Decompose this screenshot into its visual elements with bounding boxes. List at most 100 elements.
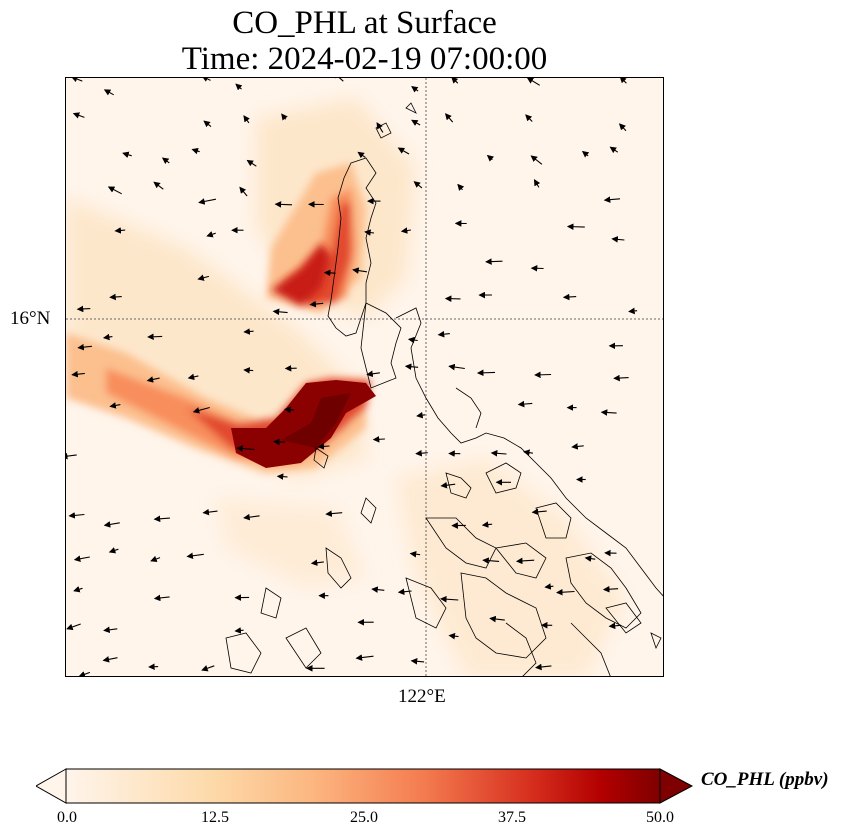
wind-arrow xyxy=(192,406,210,414)
wind-arrow xyxy=(325,510,343,517)
wind-arrow xyxy=(103,89,114,96)
wind-arrow xyxy=(103,521,120,528)
wind-arrow xyxy=(371,586,385,593)
wind-arrow xyxy=(357,151,366,159)
map-title-line-2: Time: 2024-02-19 07:00:00 xyxy=(181,41,548,77)
wind-arrow xyxy=(376,122,384,133)
wind-arrow xyxy=(202,508,218,516)
wind-arrow xyxy=(410,657,425,665)
wind-arrow xyxy=(243,513,260,521)
colorbar-max-extend xyxy=(659,768,694,804)
wind-arrow xyxy=(628,307,638,315)
wind-arrow xyxy=(482,557,500,564)
wind-arrow xyxy=(153,594,170,602)
colorbar-tick-label: 37.5 xyxy=(498,809,526,826)
wind-arrow xyxy=(531,508,547,516)
wind-arrow xyxy=(413,181,423,189)
wind-arrow xyxy=(122,151,132,158)
wind-arrow xyxy=(203,120,212,128)
wind-arrow xyxy=(76,305,91,313)
wind-arrow xyxy=(103,626,118,634)
wind-arrow xyxy=(73,555,90,562)
wind-arrow xyxy=(236,445,255,452)
wind-arrow xyxy=(476,369,496,377)
wind-arrow xyxy=(404,363,419,370)
latitude-label: 16°N xyxy=(10,308,51,329)
wind-arrow xyxy=(364,229,375,236)
colorbar-label: CO_PHL (ppbv) xyxy=(701,769,829,790)
wind-arrow xyxy=(437,330,450,338)
wind-arrow xyxy=(533,179,541,188)
wind-arrow xyxy=(352,267,367,274)
wind-arrow xyxy=(332,78,344,82)
wind-arrow xyxy=(448,632,459,640)
wind-arrow xyxy=(309,300,324,308)
co-concentration-field xyxy=(66,98,626,676)
wind-arrow xyxy=(150,555,161,563)
gridlines xyxy=(66,78,663,676)
wind-arrow xyxy=(109,293,122,301)
colorbar-tick-label: 50.0 xyxy=(646,809,674,826)
wind-arrow xyxy=(457,183,465,191)
coastlines xyxy=(225,102,663,676)
wind-arrow xyxy=(355,654,374,661)
wind-arrow xyxy=(530,155,543,165)
wind-arrow xyxy=(147,333,163,341)
wind-arrow xyxy=(317,443,330,450)
wind-arrow xyxy=(153,181,164,190)
wind-arrow xyxy=(407,336,418,344)
longitude-label: 122°E xyxy=(398,686,446,707)
wind-arrow xyxy=(66,623,81,631)
wind-arrow xyxy=(415,449,428,457)
wind-arrow xyxy=(198,198,217,205)
wind-arrow xyxy=(451,78,459,84)
wind-arrow xyxy=(272,308,288,316)
wind-arrow xyxy=(481,521,493,528)
wind-arrow xyxy=(310,559,324,566)
wind-arrow xyxy=(73,586,83,593)
wind-arrow xyxy=(146,376,160,383)
wind-arrow xyxy=(323,269,336,277)
wind-arrow xyxy=(489,615,505,623)
wind-arrow xyxy=(397,588,412,596)
wind-arrow xyxy=(186,552,204,560)
wind-arrow xyxy=(107,186,122,195)
wind-arrow xyxy=(284,406,294,414)
wind-arrow xyxy=(440,595,459,603)
wind-arrow xyxy=(108,547,119,554)
wind-arrow xyxy=(66,452,77,460)
wind-arrow xyxy=(366,370,380,378)
wind-arrow xyxy=(243,328,254,335)
wind-vectors xyxy=(66,78,638,676)
wind-arrow xyxy=(611,236,625,243)
wind-arrow xyxy=(187,373,199,381)
wind-arrow xyxy=(603,196,621,203)
wind-arrow xyxy=(239,186,248,197)
wind-arrow xyxy=(411,119,421,126)
wind-arrow xyxy=(372,436,385,443)
wind-arrow xyxy=(243,115,250,124)
wind-arrow xyxy=(613,374,629,382)
wind-arrow xyxy=(571,443,584,450)
wind-arrow xyxy=(234,627,244,634)
wind-arrow xyxy=(485,258,503,265)
wind-arrow xyxy=(608,622,621,630)
colorbar-tick-label: 12.5 xyxy=(201,809,229,826)
wind-arrow xyxy=(273,438,286,446)
wind-arrow xyxy=(197,274,210,281)
wind-arrow xyxy=(409,550,421,558)
wind-arrow xyxy=(517,400,533,408)
wind-arrow xyxy=(78,671,91,676)
wind-arrow xyxy=(114,227,126,234)
wind-arrow xyxy=(566,223,585,230)
colorbar-tick-label: 25.0 xyxy=(350,809,378,826)
wind-arrow xyxy=(602,585,619,593)
wind-arrow xyxy=(72,112,85,119)
wind-arrow xyxy=(535,663,552,671)
wind-arrow xyxy=(274,201,293,208)
wind-arrow xyxy=(490,450,507,457)
wind-arrow xyxy=(584,555,596,562)
wind-arrow xyxy=(556,588,575,596)
wind-arrow xyxy=(619,78,627,84)
wind-arrow xyxy=(534,371,552,379)
